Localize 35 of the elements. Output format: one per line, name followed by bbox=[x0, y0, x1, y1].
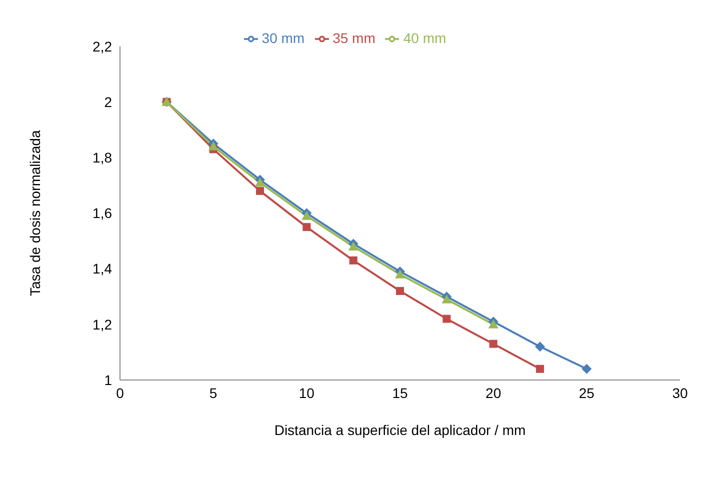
x-tick-label: 25 bbox=[578, 384, 595, 401]
legend-label: 40 mm bbox=[403, 30, 446, 46]
y-tick-label: 2,2 bbox=[92, 38, 112, 54]
legend-label: 30 mm bbox=[262, 30, 305, 46]
point bbox=[302, 223, 311, 232]
point bbox=[582, 364, 592, 374]
point bbox=[395, 269, 405, 278]
x-axis-title: Distancia a superficie del aplicador / mm bbox=[274, 422, 526, 438]
point bbox=[349, 256, 358, 264]
point bbox=[535, 342, 545, 352]
point bbox=[255, 178, 265, 187]
y-tick-label: 1,2 bbox=[92, 316, 112, 332]
x-tick-label: 20 bbox=[486, 384, 502, 401]
point bbox=[396, 287, 404, 296]
point bbox=[442, 294, 452, 304]
legend-label: 35 mm bbox=[332, 30, 376, 46]
point bbox=[302, 210, 312, 220]
y-tick-label: 1,6 bbox=[92, 205, 112, 222]
y-tick-label: 1,8 bbox=[92, 150, 112, 166]
point bbox=[536, 364, 544, 373]
x-tick-label: 10 bbox=[298, 384, 315, 401]
x-tick-label: 30 bbox=[672, 384, 688, 401]
point bbox=[256, 186, 264, 195]
point bbox=[208, 141, 218, 150]
x-tick-label: 5 bbox=[209, 384, 218, 401]
point bbox=[488, 319, 498, 328]
y-tick-label: 1 bbox=[104, 372, 112, 388]
y-axis-title: Tasa de dosis normalizada bbox=[26, 130, 43, 296]
y-tick-label: 1,4 bbox=[92, 260, 112, 277]
y-tick-label: 2 bbox=[104, 94, 112, 110]
x-tick-label: 15 bbox=[392, 384, 408, 401]
point bbox=[442, 314, 451, 323]
point bbox=[489, 340, 498, 348]
x-tick-label: 0 bbox=[116, 384, 124, 401]
point bbox=[348, 242, 358, 251]
